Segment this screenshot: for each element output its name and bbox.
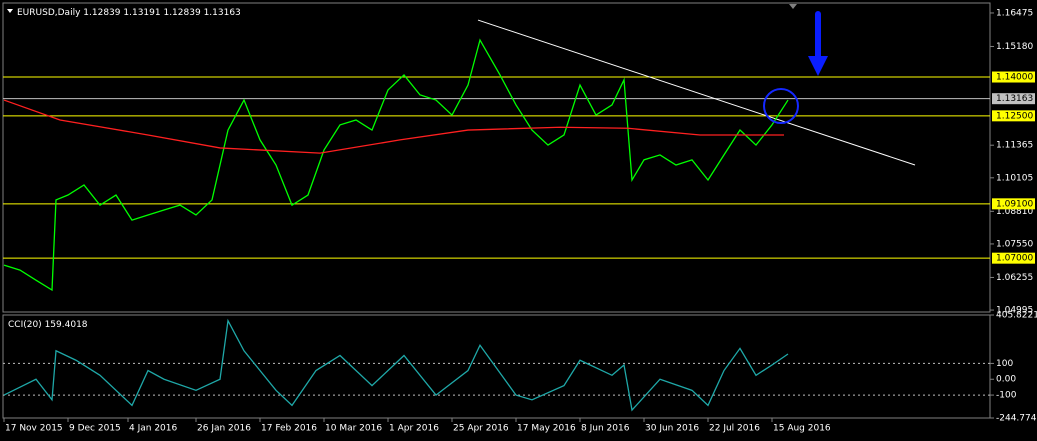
- y-tick-label: 1.08810: [996, 207, 1033, 217]
- x-tick-label: 8 Jun 2016: [581, 424, 630, 434]
- price-line: [3, 99, 784, 154]
- level-label: 1.07000: [996, 254, 1033, 264]
- level-label: 1.13163: [996, 94, 1033, 104]
- x-tick-label: 10 Mar 2016: [325, 424, 382, 434]
- arrow-head: [808, 56, 828, 76]
- x-tick-label: 25 Apr 2016: [453, 424, 509, 434]
- level-label-box: [992, 71, 1035, 83]
- y-tick-label: 1.15180: [996, 42, 1033, 52]
- y-tick-label: 1.16475: [996, 8, 1033, 18]
- x-tick-label: 26 Jan 2016: [197, 424, 251, 434]
- y-tick-label: 405.8221: [996, 311, 1037, 321]
- y-tick-label: -244.7742: [996, 414, 1037, 424]
- level-label: 1.09100: [996, 199, 1033, 209]
- cci-panel: [2, 314, 991, 419]
- level-label: 1.14000: [996, 73, 1033, 83]
- level-label-box: [992, 93, 1035, 105]
- y-tick-label: 1.07550: [996, 239, 1033, 249]
- price-line: [3, 318, 789, 412]
- x-tick-label: 9 Dec 2015: [69, 424, 121, 434]
- annotations: [763, 11, 828, 124]
- level-label-box: [992, 198, 1035, 210]
- chart-title: EURUSD,Daily 1.12839 1.13191 1.12839 1.1…: [17, 8, 241, 18]
- y-tick-label: 0.00: [996, 375, 1016, 385]
- y-tick-label: 1.04995: [996, 306, 1033, 316]
- main-panel: [2, 2, 991, 313]
- y-tick-label: 100: [996, 359, 1013, 369]
- x-tick-label: 22 Jul 2016: [709, 424, 760, 434]
- cci-title: CCI(20) 159.4018: [8, 320, 88, 330]
- y-tick-label: 1.06255: [996, 273, 1033, 283]
- level-label: 1.12500: [996, 111, 1033, 121]
- x-tick-label: 4 Jan 2016: [129, 424, 177, 434]
- level-label-box: [992, 110, 1035, 122]
- shift-marker: [789, 4, 797, 9]
- menu-icon: [7, 9, 13, 13]
- x-tick-label: 17 Nov 2015: [5, 424, 63, 434]
- y-tick-label: 1.11365: [996, 141, 1033, 151]
- level-label-box: [992, 252, 1035, 264]
- x-tick-label: 30 Jun 2016: [645, 424, 699, 434]
- x-tick-label: 1 Apr 2016: [389, 424, 439, 434]
- x-tick-label: 17 May 2016: [517, 424, 576, 434]
- highlight-circle: [763, 88, 799, 124]
- trendline: [477, 19, 916, 166]
- y-tick-label: -100: [996, 391, 1017, 401]
- x-tick-label: 15 Aug 2016: [773, 424, 831, 434]
- price-line: [3, 38, 789, 292]
- x-tick-label: 17 Feb 2016: [261, 424, 317, 434]
- y-tick-label: 1.10105: [996, 173, 1033, 183]
